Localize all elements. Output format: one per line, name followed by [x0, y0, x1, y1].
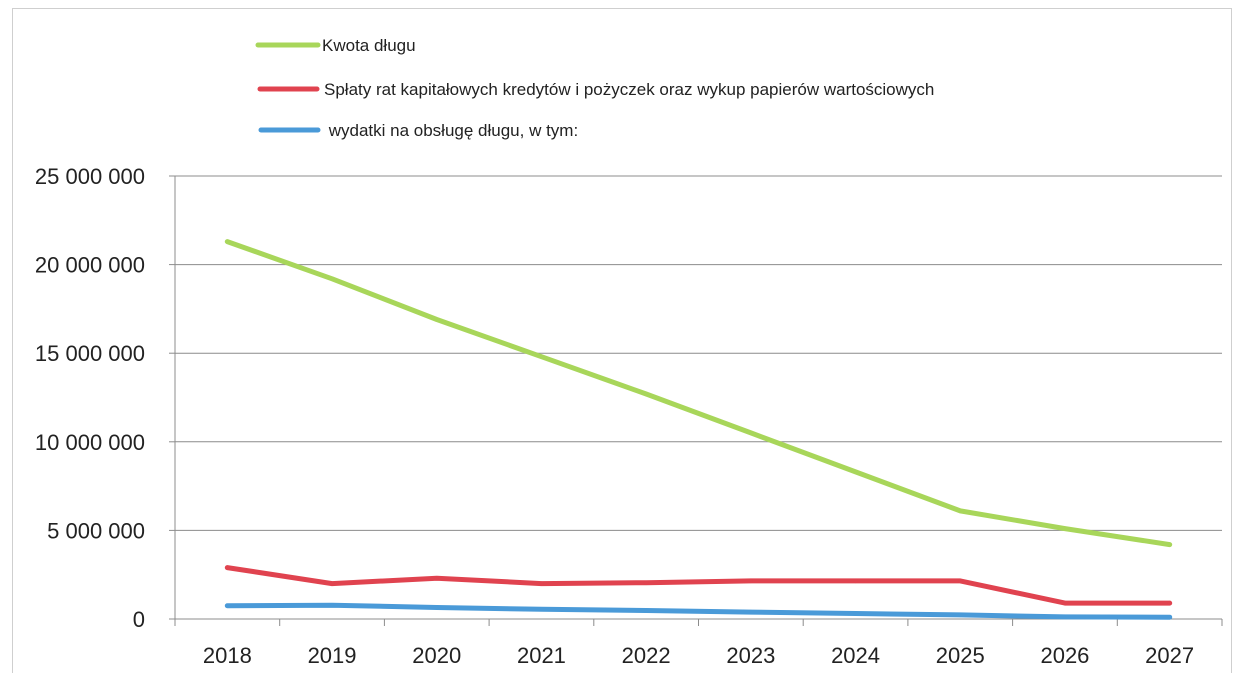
chart-frame — [12, 8, 1232, 673]
series-line-1 — [224, 239, 1173, 548]
data-point — [958, 508, 963, 514]
data-point — [539, 607, 544, 612]
x-tick-label: 2027 — [1145, 643, 1194, 668]
legend-label-3: wydatki na obsługę długu, w tym: — [324, 121, 578, 140]
legend: Kwota długu Spłaty rat kapitałowych kredy… — [255, 36, 934, 140]
data-point — [329, 581, 335, 586]
grid-lines — [175, 175, 1222, 531]
data-point — [329, 276, 335, 281]
data-point — [853, 611, 858, 616]
x-axis-ticks: 2018 2019 2020 2021 2022 2023 2024 2025 2026 2027 — [174, 619, 1223, 668]
y-tick-label: 10 000 000 — [35, 430, 145, 455]
data-point — [539, 581, 544, 586]
data-point — [853, 578, 858, 584]
x-tick-label: 2025 — [936, 643, 985, 668]
y-tick-label: 15 000 000 — [35, 341, 145, 366]
data-point — [1167, 615, 1172, 620]
legend-label-1: Kwota długu — [322, 36, 416, 55]
x-tick-label: 2026 — [1040, 643, 1089, 668]
data-point — [329, 602, 335, 608]
axes — [174, 176, 1222, 620]
data-point — [225, 239, 230, 244]
data-point — [1167, 600, 1172, 606]
data-point — [434, 605, 439, 610]
x-tick-label: 2019 — [308, 643, 357, 668]
y-axis-ticks: 0 5 000 000 10 000 000 15 000 000 20 000 000… — [35, 164, 175, 632]
x-tick-label: 2021 — [517, 643, 566, 668]
x-tick-label: 2018 — [203, 643, 252, 668]
y-tick-label: 25 000 000 — [35, 164, 145, 189]
data-point — [1062, 614, 1068, 620]
x-tick-label: 2022 — [622, 643, 671, 668]
data-point — [748, 430, 754, 436]
data-point — [748, 609, 754, 615]
legend-label-2: Spłaty rat kapitałowych kredytów i pożyc… — [324, 80, 934, 99]
x-tick-label: 2020 — [412, 643, 461, 668]
x-tick-label: 2024 — [831, 643, 880, 668]
y-tick-label: 5 000 000 — [47, 518, 145, 543]
data-point — [225, 565, 230, 570]
data-point — [1167, 542, 1172, 547]
data-point — [434, 317, 439, 322]
series-line-2 — [224, 565, 1173, 606]
data-point — [434, 576, 439, 581]
series-lines — [224, 239, 1173, 620]
data-point — [748, 578, 754, 584]
data-point — [643, 608, 649, 613]
data-point — [853, 469, 858, 475]
data-point — [225, 603, 230, 608]
data-point — [958, 578, 963, 584]
data-point — [643, 391, 649, 397]
data-point — [643, 580, 649, 585]
data-point — [539, 354, 544, 359]
y-tick-label: 20 000 000 — [35, 253, 145, 278]
y-tick-label: 0 — [133, 607, 145, 632]
data-point — [1062, 526, 1068, 531]
data-point — [958, 612, 963, 618]
series-line-3 — [224, 602, 1173, 620]
x-tick-label: 2023 — [726, 643, 775, 668]
data-point — [1062, 600, 1068, 606]
